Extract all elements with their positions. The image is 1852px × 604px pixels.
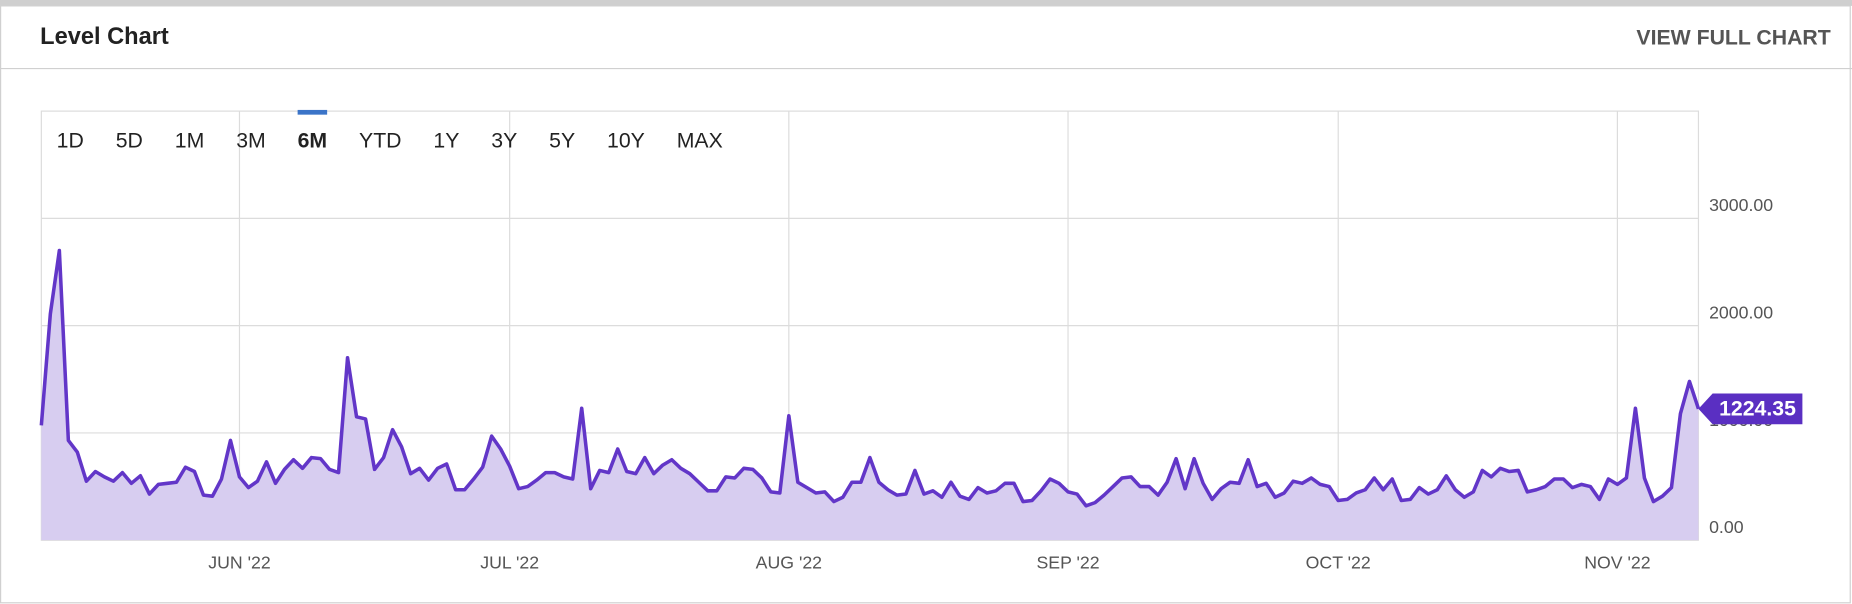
range-button[interactable]: MAX: [677, 128, 723, 152]
range-button[interactable]: 1D: [57, 128, 84, 152]
x-tick-label: OCT '22: [1306, 552, 1371, 572]
range-button[interactable]: 1Y: [433, 128, 459, 152]
range-button[interactable]: 3Y: [491, 128, 517, 152]
y-tick-label: 2000.00: [1709, 303, 1773, 323]
card-title: Level Chart: [40, 24, 169, 50]
x-tick-label: AUG '22: [756, 552, 822, 572]
range-button[interactable]: 5D: [116, 128, 143, 152]
top-bar: [0, 0, 1852, 6]
last-value-label: 1224.35: [1719, 397, 1796, 421]
x-tick-label: JUL '22: [480, 552, 539, 572]
y-tick-label: 0.00: [1709, 517, 1744, 537]
line: [39, 248, 1701, 508]
range-button[interactable]: 1M: [175, 128, 205, 152]
x-tick-label: NOV '22: [1584, 552, 1650, 572]
x-tick-label: JUN '22: [208, 552, 270, 572]
active-indicator: [297, 109, 328, 115]
range-button[interactable]: 10Y: [607, 128, 645, 152]
range-button[interactable]: 5Y: [549, 128, 575, 152]
range-button[interactable]: 3M: [236, 128, 266, 152]
y-tick-label: 3000.00: [1709, 195, 1773, 215]
view-full-chart-link[interactable]: VIEW FULL CHART: [1636, 26, 1830, 50]
range-button[interactable]: 6M: [298, 128, 328, 152]
area: [41, 250, 1699, 541]
last-value-tag: [1698, 393, 1803, 425]
range-button[interactable]: YTD: [359, 128, 401, 152]
card-border: [0, 5, 1851, 604]
x-tick-label: SEP '22: [1036, 552, 1099, 572]
